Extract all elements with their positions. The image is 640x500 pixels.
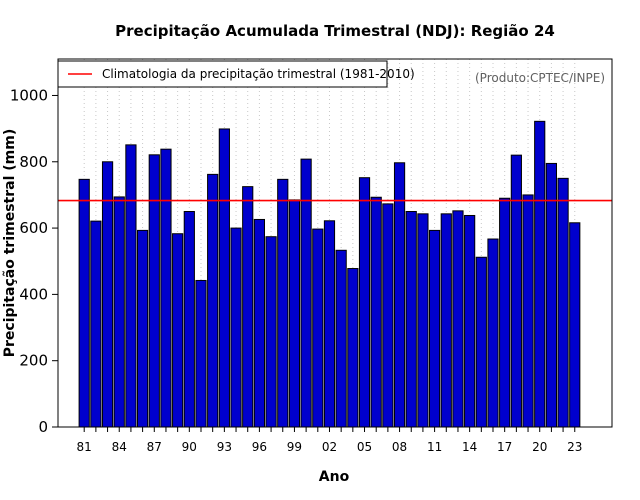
bar-84 [113,196,125,428]
bars [78,120,581,428]
bar-86 [137,229,149,428]
bar-15 [475,256,487,428]
bar-16 [487,238,499,428]
x-axis: 81 84 87 90 93 96 99 02 05 08 11 14 17 20 23 [77,427,582,454]
bar-89 [172,233,184,428]
y-axis: 0 200 400 600 800 1000 [10,86,58,436]
bar-09 [405,211,417,428]
bar-02 [323,220,336,428]
bar-95 [242,186,254,428]
bar-81 [78,178,90,428]
plot-frame [57,58,613,428]
x-tick-label: 17 [497,440,512,454]
x-tick-label: 23 [567,440,582,454]
x-tick-label: 96 [252,440,267,454]
y-tick-label: 0 [38,418,48,436]
x-tick-label: 05 [357,440,372,454]
bar-83 [101,161,114,428]
bar-98 [277,178,289,428]
x-tick-label: 11 [427,440,442,454]
bar-08 [393,162,406,428]
bar-00 [300,158,312,428]
bar-99 [288,199,301,428]
bar-91 [195,279,207,428]
bar-14 [464,214,476,428]
bar-22 [557,177,569,428]
legend-box [57,60,388,88]
y-tick-label: 1000 [10,86,48,104]
x-tick-label: 08 [392,440,407,454]
bar-03 [335,249,347,428]
x-tick-label: 84 [112,440,127,454]
bar-21 [545,162,557,428]
bar-87 [148,154,160,428]
bar-94 [230,227,242,428]
legend: Climatologia da precipitação trimestral … [57,60,415,88]
bar-13 [452,210,464,428]
bar-93 [218,128,230,428]
x-axis-label: Ano [319,469,350,485]
bar-85 [125,144,137,428]
x-tick-label: 02 [322,440,337,454]
x-tick-label: 93 [217,440,232,454]
bar-06 [370,196,382,428]
y-tick-label: 200 [19,352,48,370]
x-tick-label: 87 [147,440,162,454]
bar-04 [347,268,359,428]
x-tick-label: 81 [77,440,92,454]
bar-18 [510,154,522,428]
x-tick-label: 14 [462,440,477,454]
bar-82 [90,220,102,428]
x-tick-label: 99 [287,440,302,454]
bar-11 [429,229,441,428]
bar-92 [207,173,219,428]
bar-96 [253,218,266,428]
bar-12 [440,213,452,428]
bar-97 [265,236,277,428]
y-tick-label: 800 [19,153,48,171]
bar-17 [499,197,511,428]
bar-19 [522,194,534,428]
x-tick-label: 90 [182,440,197,454]
bar-88 [160,148,172,428]
y-tick-label: 400 [19,285,48,303]
bar-90 [183,211,195,428]
bar-10 [417,213,429,428]
y-tick-label: 600 [19,219,48,237]
bar-20 [534,120,546,428]
source-note: (Produto:CPTEC/INPE) [475,71,605,85]
bar-05 [358,177,371,428]
x-tick-label: 20 [532,440,547,454]
bar-01 [312,228,324,428]
legend-label: Climatologia da precipitação trimestral … [102,67,415,81]
chart-title: Precipitação Acumulada Trimestral (NDJ):… [115,22,555,40]
y-axis-label: Precipitação trimestral (mm) [2,129,18,357]
bar-07 [382,203,394,428]
bar-23 [569,222,581,428]
